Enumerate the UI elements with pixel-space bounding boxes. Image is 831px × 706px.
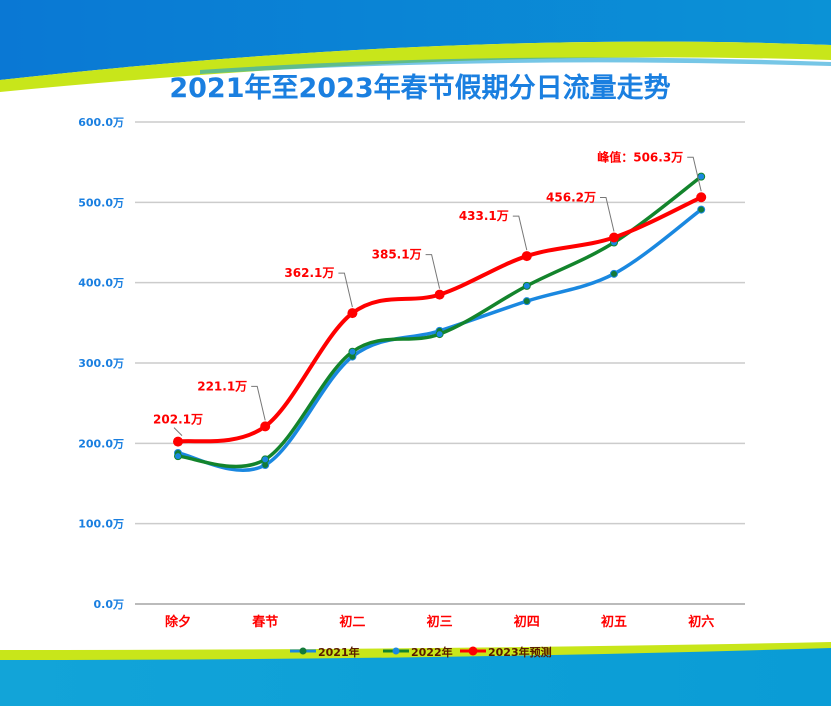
leader-line — [600, 197, 615, 232]
data-label: 456.2万 — [546, 191, 596, 205]
data-label: 峰值：506.3万 — [597, 149, 683, 164]
legend-label: 2023年预测 — [488, 645, 552, 659]
data-point — [697, 205, 706, 214]
legend-label: 2021年 — [318, 645, 360, 659]
x-tick-label: 初二 — [339, 614, 365, 630]
data-label: 385.1万 — [372, 248, 422, 262]
chart-title: 2021年至2023年春节假期分日流量走势 — [169, 72, 670, 104]
data-label: 202.1万 — [153, 413, 203, 427]
data-point — [522, 281, 531, 290]
leader-line — [687, 156, 702, 192]
data-point — [521, 251, 532, 262]
legend-marker — [392, 647, 400, 655]
y-tick-label: 100.0万 — [78, 518, 124, 531]
x-tick-label: 初三 — [427, 614, 453, 630]
x-tick-label: 初四 — [514, 614, 540, 630]
legend-marker — [299, 647, 307, 655]
legend-marker — [468, 646, 478, 656]
y-tick-label: 0.0万 — [94, 598, 125, 611]
data-point — [347, 308, 358, 319]
leader-line — [425, 254, 441, 289]
footer-band — [0, 648, 831, 706]
x-tick-label: 春节 — [251, 614, 278, 630]
leader-line — [512, 215, 528, 251]
data-point — [435, 330, 444, 339]
data-label: 433.1万 — [459, 209, 509, 223]
y-tick-label: 600.0万 — [78, 116, 124, 129]
leader-line — [338, 272, 353, 308]
data-point — [174, 452, 182, 461]
y-tick-label: 400.0万 — [78, 277, 124, 290]
series-line-2022年 — [177, 175, 703, 469]
series-line-2023年预测 — [177, 195, 703, 444]
header-stripe — [0, 41, 831, 92]
x-tick-label: 初六 — [688, 614, 714, 630]
leader-line — [173, 427, 183, 436]
data-label: 221.1万 — [197, 379, 247, 393]
leader-line — [251, 385, 266, 421]
data-point — [173, 436, 183, 447]
header-stripe-thin — [200, 57, 831, 74]
data-point — [348, 347, 357, 356]
y-tick-label: 200.0万 — [78, 437, 124, 450]
data-point — [260, 421, 271, 432]
data-point — [696, 192, 707, 203]
data-point — [434, 289, 445, 300]
data-point — [261, 455, 270, 464]
legend-label: 2022年 — [411, 645, 453, 659]
x-tick-label: 初五 — [601, 614, 627, 630]
data-point — [522, 297, 531, 306]
data-point — [610, 269, 618, 278]
data-point — [609, 232, 619, 243]
data-label: 362.1万 — [284, 266, 334, 280]
header-band — [0, 0, 831, 80]
y-tick-label: 500.0万 — [78, 196, 124, 209]
x-tick-label: 除夕 — [165, 614, 191, 630]
y-tick-label: 300.0万 — [78, 357, 124, 370]
